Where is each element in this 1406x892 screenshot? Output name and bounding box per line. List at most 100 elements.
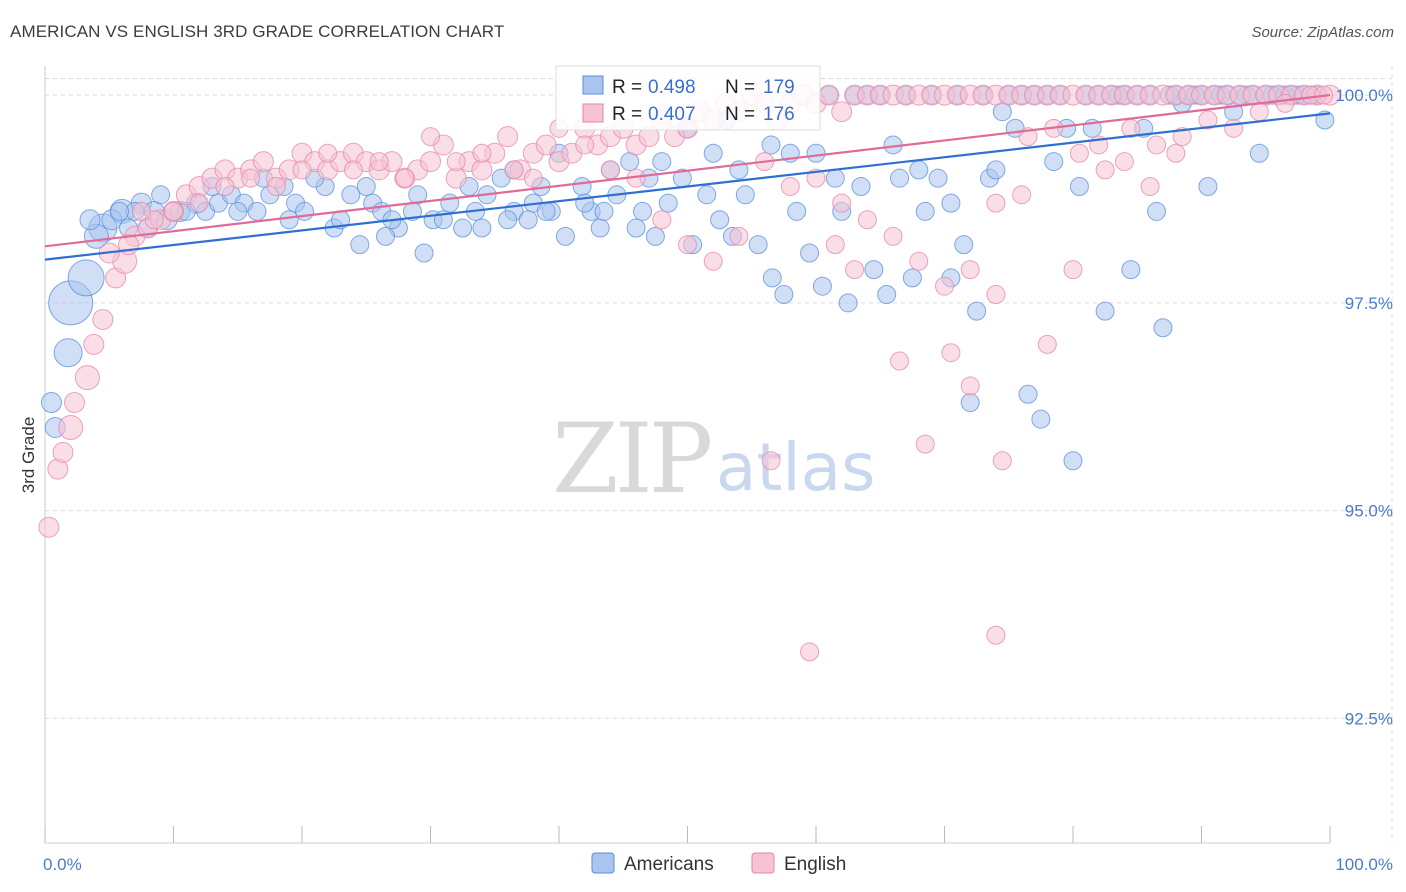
americans-point-58 [774,285,794,305]
english-point-145 [395,168,415,188]
english-point-151 [241,168,261,188]
americans-point-72 [954,235,974,255]
english-point-118 [986,285,1006,305]
english-point-37 [471,159,493,181]
americans-point-67 [890,168,910,188]
americans-point-170 [228,201,248,221]
english-point-115 [915,434,935,454]
english-point-119 [1012,185,1032,205]
stats-swatch-americans [582,75,604,95]
english-point-120 [1037,334,1057,354]
americans-point-165 [652,152,672,172]
english-point-124 [1140,176,1160,196]
english-point-5 [74,365,100,391]
stats-n-label-americans: N = [725,77,755,98]
y-tick-label-2: 95.0% [1345,502,1393,521]
americans-point-69 [915,201,935,221]
english-point-153 [189,193,209,213]
source-label: Source: ZipAtlas.com [1251,24,1394,41]
english-point-128 [703,251,723,271]
americans-point-44 [590,218,610,238]
americans-point-17 [247,201,267,221]
americans-point-68 [902,268,922,288]
english-point-130 [761,451,781,471]
english-point-154 [164,201,183,221]
english-point-135 [825,235,845,255]
americans-point-47 [633,201,653,221]
english-point-0 [38,516,60,538]
americans-point-102 [1153,318,1173,338]
legend-label-americans: Americans [624,854,714,875]
americans-point-129 [909,160,929,180]
stats-swatch-english [582,103,604,123]
americans-point-70 [928,168,948,188]
americans-point-114 [408,185,428,205]
english-point-104 [857,210,877,230]
americans-point-57 [762,268,782,288]
english-point-108 [960,260,980,280]
english-point-150 [266,176,286,196]
americans-point-60 [800,243,820,263]
y-tick-labels: 100.0% 97.5% 95.0% 92.5% [1335,86,1393,728]
watermark: ZIP atlas [552,403,876,515]
americans-point-73 [967,301,987,321]
english-point-123 [1114,152,1134,172]
english-point-152 [215,176,235,196]
english-point-149 [292,160,312,180]
trend-lines [44,93,1331,261]
english-point-42 [535,134,557,156]
english-point-162 [1095,160,1115,180]
english-point-133 [992,451,1012,471]
americans-point-64 [851,176,871,196]
english-point-161 [1069,143,1089,163]
americans-point-3 [40,392,62,414]
americans-point-33 [453,218,473,238]
y-tick-label-1: 97.5% [1345,294,1393,313]
stats-r-label-americans: R = [612,77,642,98]
americans-point-71 [941,193,961,213]
americans-point-176 [536,201,556,221]
english-point-127 [678,235,697,255]
americans-point-95 [1249,143,1269,163]
americans-point-164 [626,218,646,238]
english-point-105 [883,226,903,246]
english-point-121 [1063,260,1083,280]
americans-point-78 [1031,409,1051,429]
americans-point-32 [440,193,460,213]
americans-point-53 [710,210,730,230]
x-tick-label-1: 100.0% [1335,855,1393,874]
americans-point-130 [986,160,1006,180]
stats-box: R = 0.498 N = 179 R = 0.407 N = 176 [555,65,821,131]
x-tick-label-0: 0.0% [43,855,82,874]
americans-point-175 [472,218,492,238]
english-point-39 [497,126,519,148]
english-point-3 [58,414,84,440]
english-point-131 [800,642,820,662]
americans-point-115 [356,176,376,196]
english-point-111 [780,176,800,196]
americans-point-49 [658,193,678,213]
english-point-65 [831,101,853,123]
english-point-114 [890,351,910,371]
english-point-168 [1249,102,1269,122]
americans-point-38 [518,210,538,230]
stats-r-value-americans: 0.498 [648,77,696,98]
english-point-146 [369,152,389,172]
americans-point-119 [151,185,171,205]
stats-r-value-english: 0.407 [648,104,696,125]
americans-point-55 [735,185,755,205]
english-point-125 [1166,143,1186,163]
stats-n-value-english: 176 [763,104,795,125]
y-tick-label-0: 100.0% [1335,86,1393,105]
english-point-64 [818,84,840,106]
americans-point-166 [703,143,723,163]
stats-n-label-english: N = [725,104,755,125]
english-point-129 [729,226,749,246]
americans-point-79 [1044,152,1064,172]
americans-point-59 [787,201,807,221]
americans-point-30 [414,243,434,263]
english-point-6 [83,333,105,355]
english-point-107 [935,276,954,296]
americans-point-105 [960,393,980,413]
